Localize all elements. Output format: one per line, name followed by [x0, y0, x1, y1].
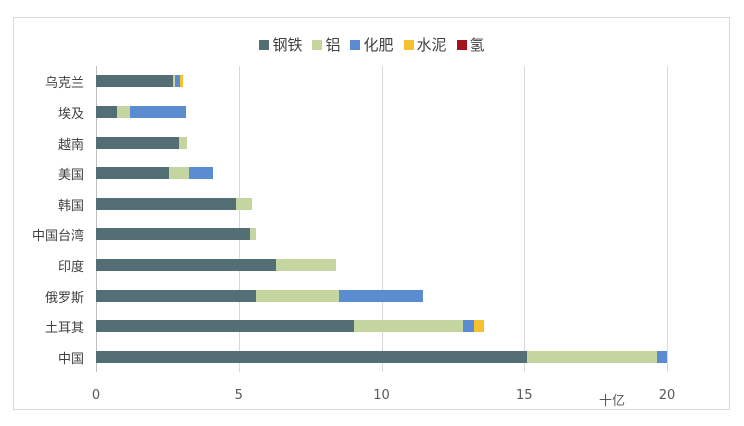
bar-segment	[130, 105, 186, 118]
x-tick-label: 0	[91, 388, 101, 403]
bar-segment	[235, 197, 252, 210]
legend-swatch	[456, 39, 467, 50]
category-label: 中国台湾	[31, 229, 84, 245]
legend-label: 化肥	[363, 36, 394, 54]
bar-row	[96, 197, 252, 210]
bar-row	[96, 228, 256, 241]
legend-label: 氢	[469, 36, 485, 54]
bar-segment	[96, 75, 174, 88]
legend-swatch	[259, 39, 270, 50]
legend-item: 氢	[456, 34, 485, 55]
legend-label: 水泥	[416, 36, 447, 54]
bar-row	[96, 167, 214, 180]
category-label: 印度	[57, 259, 84, 275]
bar-segment	[462, 320, 475, 333]
bar-segment	[250, 228, 256, 241]
bar-row	[96, 258, 336, 271]
bar-segment	[173, 75, 175, 88]
bar-segment	[255, 289, 339, 302]
legend-swatch	[350, 39, 361, 50]
bar-segment	[96, 228, 251, 241]
gridline	[667, 66, 668, 372]
bar-segment	[474, 320, 485, 333]
legend-item: 铝	[312, 34, 340, 55]
legend-label: 铝	[325, 36, 341, 54]
bar-segment	[96, 167, 169, 180]
bar-row	[96, 136, 188, 149]
bar-segment	[168, 167, 189, 180]
legend-item: 化肥	[350, 34, 394, 55]
bar-segment	[275, 258, 336, 271]
legend-item: 钢铁	[259, 34, 302, 55]
category-label: 乌克兰	[44, 76, 84, 92]
bar-segment	[96, 258, 276, 271]
legend-swatch	[312, 39, 323, 50]
bar-segment	[178, 136, 188, 149]
y-axis-line	[96, 66, 97, 372]
bar-segment	[117, 105, 131, 118]
bar-segment	[96, 105, 118, 118]
bar-row	[96, 75, 184, 88]
legend-swatch	[403, 39, 414, 50]
x-tick-label: 15	[515, 388, 533, 403]
x-tick-label: 20	[658, 388, 676, 403]
gridline	[238, 66, 240, 372]
bar-row	[96, 350, 667, 363]
bar-segment	[96, 289, 256, 302]
bar-segment	[174, 75, 181, 88]
bar-segment	[338, 289, 423, 302]
category-label: 土耳其	[44, 321, 84, 337]
chart-legend: 钢铁 铝 化肥 水泥 氢	[0, 34, 744, 55]
bar-row	[96, 105, 186, 118]
bar-segment	[96, 197, 236, 210]
legend-item: 水泥	[403, 34, 447, 55]
x-axis-unit: 十亿	[599, 394, 626, 409]
plot-area	[96, 66, 668, 372]
category-label: 俄罗斯	[44, 290, 84, 306]
bar-segment	[527, 350, 657, 363]
x-tick-label: 10	[373, 388, 390, 403]
gridline	[524, 66, 526, 372]
gridline	[381, 66, 383, 372]
bar-segment	[188, 167, 214, 180]
category-label: 中国	[57, 351, 84, 367]
bar-segment	[656, 350, 667, 363]
bar-segment	[96, 320, 355, 333]
category-label: 越南	[57, 137, 84, 153]
category-label: 美国	[57, 168, 84, 184]
category-label: 埃及	[57, 106, 84, 122]
x-tick-label: 5	[234, 388, 243, 403]
bar-segment	[96, 136, 179, 149]
category-label: 韩国	[57, 198, 84, 214]
bar-segment	[180, 75, 184, 88]
legend-label: 钢铁	[272, 36, 303, 54]
bar-row	[96, 289, 423, 302]
bar-row	[96, 320, 485, 333]
bar-segment	[354, 320, 463, 333]
bar-segment	[96, 350, 528, 363]
